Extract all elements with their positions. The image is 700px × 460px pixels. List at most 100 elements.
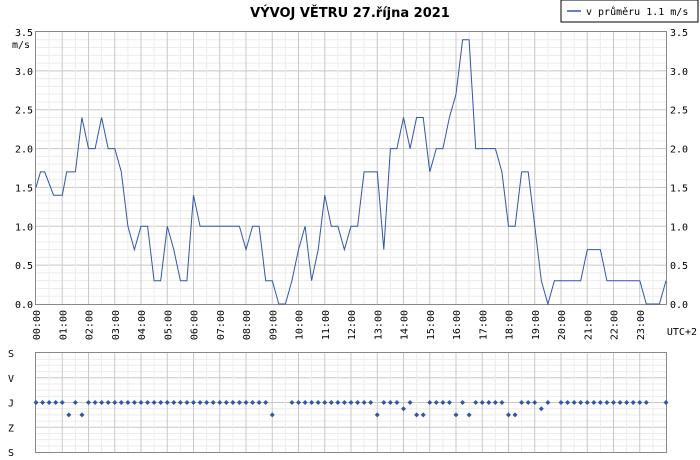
speed-grid: [36, 32, 666, 304]
direction-point: [243, 400, 249, 405]
direction-y-tick-label: S: [8, 448, 14, 459]
direction-point: [368, 400, 374, 405]
direction-point: [72, 400, 78, 405]
time-x-ticks: 00:00 01:00 02:00 03:00 04:00 05:00 06:00 07:00…: [32, 310, 647, 340]
direction-point: [171, 400, 177, 405]
speed-y-tick-label: 1.0: [670, 222, 688, 233]
direction-point: [99, 400, 105, 405]
direction-point: [184, 400, 190, 405]
speed-y-tick-label: 3.5: [15, 28, 33, 39]
direction-point: [545, 400, 551, 405]
speed-y-tick-label: 0.5: [15, 261, 33, 272]
direction-point: [269, 412, 275, 418]
time-x-tick-label: 13:00: [373, 310, 384, 340]
direction-point: [158, 400, 164, 405]
direction-point: [578, 400, 584, 405]
speed-y-tick-label: 3.0: [670, 67, 688, 78]
direction-point: [381, 400, 387, 405]
direction-point: [401, 406, 406, 412]
direction-point: [348, 400, 354, 405]
direction-point: [499, 400, 505, 405]
direction-point: [486, 400, 492, 405]
direction-point: [112, 400, 118, 405]
direction-point: [538, 406, 544, 412]
direction-point: [473, 400, 479, 405]
speed-y-tick-label: 3.5: [670, 28, 688, 39]
direction-point: [118, 400, 124, 405]
speed-y-tick-label: 1.0: [15, 222, 33, 233]
time-x-tick-label: 12:00: [347, 310, 358, 340]
direction-y-tick-label: J: [8, 399, 14, 410]
direction-point: [315, 400, 321, 405]
speed-y-tick-label: 3.0: [15, 67, 33, 78]
direction-point: [131, 400, 137, 405]
direction-point: [663, 400, 669, 405]
legend-box: [560, 0, 699, 23]
time-x-tick-label: 05:00: [163, 310, 174, 340]
direction-point: [250, 400, 256, 405]
direction-point: [197, 400, 203, 405]
direction-point: [440, 400, 446, 405]
time-x-tick-label: 18:00: [505, 310, 516, 340]
direction-point: [407, 400, 413, 405]
time-x-tick-label: 15:00: [426, 310, 437, 340]
time-x-tick-label: 16:00: [452, 310, 463, 340]
direction-point: [643, 400, 649, 405]
legend: v průměru 1.1 m/s: [560, 0, 699, 23]
direction-plot: S V J Z S: [8, 349, 669, 459]
direction-point: [191, 400, 196, 405]
direction-point: [597, 400, 603, 405]
direction-point: [617, 400, 623, 405]
direction-point: [460, 400, 466, 405]
direction-point: [427, 400, 433, 405]
direction-point: [263, 400, 269, 405]
time-x-tick-label: 20:00: [557, 310, 568, 340]
direction-y-tick-label: V: [8, 374, 14, 385]
direction-point: [355, 400, 361, 405]
speed-plot-frame: [35, 31, 667, 305]
time-x-tick-label: 09:00: [268, 310, 279, 340]
speed-y-tick-label: 0.0: [670, 300, 688, 311]
direction-point: [204, 400, 210, 405]
direction-point: [289, 400, 295, 405]
time-x-tick-label: 21:00: [583, 310, 594, 340]
direction-point: [525, 400, 531, 405]
direction-point: [420, 412, 426, 418]
speed-series-line: [35, 39, 667, 306]
direction-point: [453, 412, 459, 418]
time-x-tick-label: 22:00: [610, 310, 621, 340]
direction-point: [210, 400, 216, 405]
time-x-tick-label: 04:00: [137, 310, 148, 340]
speed-y-tick-label: 1.5: [15, 183, 33, 194]
direction-point: [79, 412, 85, 418]
time-x-tick-label: 17:00: [478, 310, 489, 340]
direction-point: [138, 400, 144, 405]
direction-point: [322, 400, 328, 405]
direction-point: [558, 400, 564, 405]
timezone-label: UTC+2: [667, 327, 697, 338]
direction-point: [296, 400, 301, 405]
speed-y-tick-label: 1.5: [670, 183, 688, 194]
speed-y-tick-label: 2.5: [670, 106, 688, 117]
time-x-tick-label: 14:00: [400, 310, 411, 340]
direction-point: [40, 400, 46, 405]
direction-point: [565, 400, 571, 405]
time-x-tick-label: 06:00: [190, 310, 201, 340]
time-x-tick-label: 03:00: [111, 310, 122, 340]
direction-point: [387, 400, 393, 405]
time-x-tick-label: 07:00: [216, 310, 227, 340]
time-x-tick-label: 00:00: [32, 310, 43, 340]
direction-point: [302, 400, 308, 405]
direction-point: [446, 400, 452, 405]
time-x-tick-label: 11:00: [321, 310, 332, 340]
time-x-tick-label: 19:00: [531, 310, 542, 340]
speed-y-tick-label: 2.0: [15, 145, 33, 156]
direction-point: [217, 400, 223, 405]
direction-point: [604, 400, 610, 405]
time-x-tick-label: 01:00: [58, 310, 69, 340]
time-x-tick-label: 08:00: [242, 310, 253, 340]
time-x-tick-label: 23:00: [636, 310, 647, 340]
direction-point: [624, 400, 630, 405]
speed-y-ticks-left: 0.0 0.5 1.0 1.5 2.0 2.5 3.0 3.5: [15, 28, 33, 311]
direction-point: [519, 400, 525, 405]
